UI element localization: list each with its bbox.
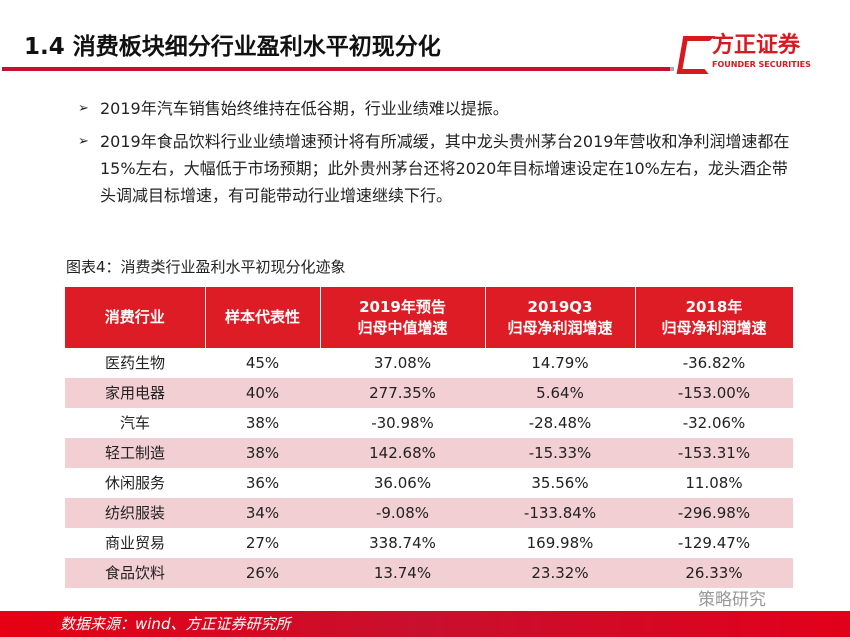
bullet-text: 2019年食品饮料行业业绩增速预计将有所减缓，其中龙头贵州茅台2019年营收和净… xyxy=(100,132,790,205)
table-cell: 45% xyxy=(245,354,280,372)
column-header: 2018年归母净利润增速 xyxy=(635,287,794,348)
table-cell: 11.08% xyxy=(685,474,743,492)
table-row: 商业贸易 27% 338.74% 169.98% -129.47% xyxy=(65,528,793,558)
table-cell: -133.84% xyxy=(485,498,635,528)
column-header-text: 样本代表性 xyxy=(224,308,300,326)
table-row: 家用电器 40% 277.35% 5.64% -153.00% xyxy=(65,378,793,408)
table-row: 食品饮料 26% 13.74% 23.32% 26.33% xyxy=(65,558,793,588)
table-cell: 5.64% xyxy=(485,378,635,408)
table-cell: -153.31% xyxy=(635,438,793,468)
column-header: 样本代表性 xyxy=(205,287,321,348)
table-cell: 13.74% xyxy=(320,558,485,588)
column-header-text: 2019年预告 xyxy=(359,297,446,316)
industry-table: 消费行业 样本代表性 2019年预告 归母中值增速 2019Q3 归母净利润增速 2018年… xyxy=(65,287,794,588)
table-row: 纺织服装 34% -9.08% -133.84% -296.98% xyxy=(65,498,793,528)
bullet-list: ➢ 2019年汽车销售始终维持在低谷期，行业业绩难以提振。 ➢ 2019年食品饮料行… xyxy=(78,95,798,215)
table-cell: 169.98% xyxy=(526,534,594,552)
column-header-text: 2019Q3 xyxy=(527,297,593,316)
table-cell: 汽车 xyxy=(119,414,150,432)
table-cell: 商业贸易 xyxy=(104,534,165,552)
column-header-text: 归母净利润增速 xyxy=(507,318,613,337)
table-cell: 40% xyxy=(205,378,320,408)
table-cell: 休闲服务 xyxy=(104,474,165,492)
source-bar: 数据来源：wind、方正证券研究所 xyxy=(0,611,850,637)
bullet-item: ➢ 2019年食品饮料行业业绩增速预计将有所减缓，其中龙头贵州茅台2019年营收和… xyxy=(78,128,798,209)
table-cell: 食品饮料 xyxy=(65,558,205,588)
bullet-item: ➢ 2019年汽车销售始终维持在低谷期，行业业绩难以提振。 xyxy=(78,95,798,122)
column-header-text: 归母净利润增速 xyxy=(661,318,767,337)
table-cell: -32.06% xyxy=(682,414,746,432)
table-cell: 14.79% xyxy=(531,354,589,372)
table-cell: 38% xyxy=(205,438,320,468)
table-cell: 142.68% xyxy=(320,438,485,468)
column-header-text: 消费行业 xyxy=(104,308,165,326)
column-header-text: 2018年 xyxy=(685,297,743,316)
table-row: 医药生物 45% 37.08% 14.79% -36.82% xyxy=(65,348,793,378)
column-header: 消费行业 xyxy=(65,287,206,348)
table-cell: 家用电器 xyxy=(65,378,205,408)
founder-logo: 方正证券 FOUNDER SECURITIES xyxy=(676,33,825,74)
table-cell: 26% xyxy=(205,558,320,588)
bullet-text: 2019年汽车销售始终维持在低谷期，行业业绩难以提振。 xyxy=(100,99,509,118)
table-row: 汽车 38% -30.98% -28.48% -32.06% xyxy=(65,408,793,438)
column-header: 2019年预告 归母中值增速 xyxy=(320,287,486,348)
table-cell: 26.33% xyxy=(635,558,793,588)
table-cell: 38% xyxy=(245,414,280,432)
table-cell: 36.06% xyxy=(373,474,432,492)
column-header-text: 归母中值增速 xyxy=(357,318,448,337)
table-cell: -30.98% xyxy=(371,414,434,432)
table-cell: 338.74% xyxy=(369,534,436,552)
logo-mark-icon xyxy=(676,36,716,74)
arrow-bullet-icon: ➢ xyxy=(78,134,89,149)
table-cell: 轻工制造 xyxy=(65,438,205,468)
arrow-bullet-icon: ➢ xyxy=(78,101,89,116)
slide-title: 1.4 消费板块细分行业盈利水平初现分化 xyxy=(24,34,441,60)
table-cell: -129.47% xyxy=(677,534,751,552)
table-cell: -36.82% xyxy=(682,354,746,372)
table-cell: -28.48% xyxy=(528,414,592,432)
table-cell: 27% xyxy=(245,534,280,552)
title-divider xyxy=(2,67,674,71)
table-cell: 23.32% xyxy=(485,558,635,588)
table-cell: -153.00% xyxy=(635,378,793,408)
table-row: 休闲服务 36% 36.06% 35.56% 11.08% xyxy=(65,468,793,498)
table-cell: 37.08% xyxy=(373,354,432,372)
table-cell: -296.98% xyxy=(635,498,793,528)
table-caption: 图表4：消费类行业盈利水平初现分化迹象 xyxy=(66,258,346,276)
logo-cn: 方正证券 xyxy=(712,33,801,58)
table-cell: 34% xyxy=(205,498,320,528)
logo-en: FOUNDER SECURITIES xyxy=(712,60,811,69)
table-cell: 277.35% xyxy=(320,378,485,408)
table-cell: 35.56% xyxy=(531,474,589,492)
table-cell: 纺织服装 xyxy=(65,498,205,528)
table-row: 轻工制造 38% 142.68% -15.33% -153.31% xyxy=(65,438,793,468)
table-cell: -9.08% xyxy=(320,498,485,528)
table-cell: 36% xyxy=(245,474,280,492)
source-text: 数据来源：wind、方正证券研究所 xyxy=(60,615,291,633)
watermark: 策略研究 xyxy=(698,590,766,610)
column-header: 2019Q3 归母净利润增速 xyxy=(485,287,636,348)
table-cell: 医药生物 xyxy=(104,354,165,372)
table-cell: -15.33% xyxy=(485,438,635,468)
